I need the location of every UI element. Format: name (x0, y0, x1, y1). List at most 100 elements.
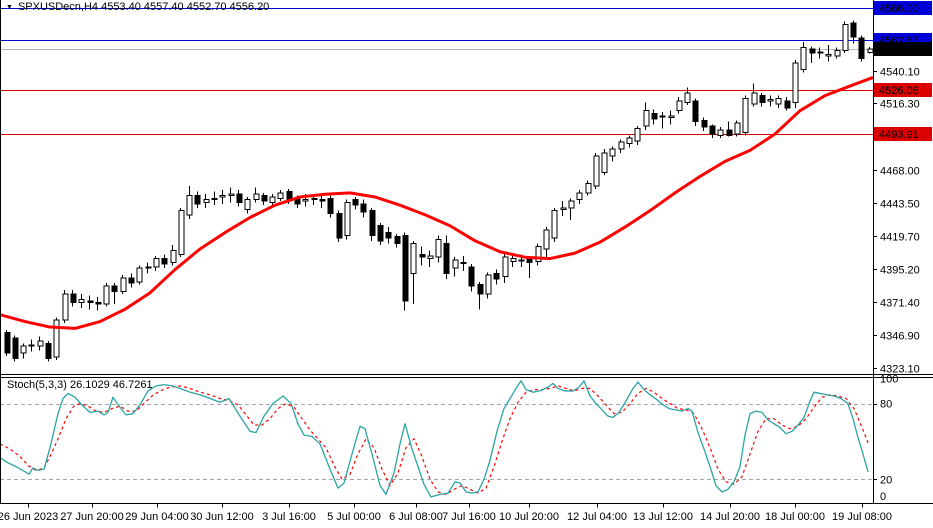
price-tick-label: 4443.50 (880, 199, 920, 211)
candle-bear (419, 253, 426, 258)
candle-bear (87, 300, 94, 303)
price-badge-label: 4493.91 (879, 129, 919, 141)
candle-bear (759, 95, 766, 103)
candle-bull (659, 115, 666, 118)
candle-bull (28, 344, 35, 347)
candle-bear (261, 195, 268, 202)
candle-bull (792, 62, 799, 103)
candle-bull (593, 155, 600, 187)
candle-bull (568, 200, 575, 209)
chart-frame (0, 0, 933, 504)
candle-bear (394, 236, 401, 245)
time-label: 6 Jul 08:00 (389, 511, 443, 523)
candle-bull (560, 207, 567, 210)
stoch-d-line (0, 385, 870, 496)
candle-bull (435, 238, 442, 258)
candle-bull (302, 199, 309, 202)
candle-bear (692, 100, 699, 123)
candle-bull (20, 345, 27, 354)
time-label: 3 Jul 16:00 (262, 511, 316, 523)
candle-bear (377, 225, 384, 242)
candle-bull (834, 49, 841, 57)
price-badge (874, 42, 932, 56)
price-tick-label: 4371.40 (880, 298, 920, 310)
ma-layer (0, 76, 874, 330)
candle-bear (95, 301, 102, 305)
candle-bear (468, 266, 475, 287)
candle-bear (194, 195, 201, 205)
time-label: 19 Jul 08:00 (832, 511, 892, 523)
time-label: 12 Jul 04:00 (567, 511, 627, 523)
candle-bear (319, 199, 326, 202)
price-tick-label: 4540.10 (880, 67, 920, 79)
price-tick-label: 4419.70 (880, 232, 920, 244)
candle-bear (709, 125, 716, 135)
candle-bull (626, 137, 633, 145)
time-label: 26 Jun 2023 (0, 511, 58, 523)
candle-bear (12, 337, 19, 360)
candle-bear (128, 277, 135, 284)
ma-line (0, 76, 874, 330)
stoch-k-line (0, 380, 869, 498)
candle-bull (120, 277, 127, 292)
candle-bear (161, 258, 168, 265)
candle-bull (170, 249, 177, 264)
candle-bull (668, 115, 675, 119)
candle-bull (717, 129, 724, 136)
candle-bull (269, 196, 276, 203)
price-axis[interactable]: 4540.10 4516.30 4468.00 4443.50 4419.70 4395.… (873, 1, 932, 503)
price-badge (874, 1, 932, 15)
stoch-layer (0, 380, 870, 498)
candle-bull (742, 97, 749, 134)
candle-bull (485, 274, 492, 295)
candle-bull (37, 340, 44, 347)
time-axis[interactable]: 26 Jun 2023 27 Jun 20:00 29 Jun 04:00 30 Ju… (0, 503, 892, 524)
candle-bear (70, 293, 77, 303)
candle-bull (643, 110, 650, 127)
chart-dropdown-icon[interactable]: ▼ (6, 3, 13, 11)
candle-bear (850, 22, 857, 38)
candle-bull (153, 258, 160, 268)
candle-bull (136, 267, 143, 283)
candle-bear (443, 243, 450, 275)
candle-bull (817, 51, 824, 54)
candle-bull (775, 97, 782, 105)
candle-bear (493, 273, 500, 280)
candle-bull (800, 47, 807, 71)
price-tick-label: 4395.20 (880, 265, 920, 277)
time-label: 5 Jul 00:00 (327, 511, 381, 523)
time-label: 10 Jul 20:00 (499, 511, 559, 523)
candle-bull (53, 319, 60, 358)
candle-bull (203, 199, 210, 203)
time-label: 18 Jul 00:00 (765, 511, 825, 523)
candle-bull (551, 210, 558, 239)
candle-bull (585, 182, 592, 194)
time-label: 13 Jul 12:00 (633, 511, 693, 523)
candle-bull (228, 193, 235, 197)
candle-bear (45, 342, 52, 360)
candle-bull (676, 100, 683, 112)
candle-bull (543, 229, 550, 250)
time-label: 30 Jun 12:00 (190, 511, 254, 523)
candle-bull (767, 99, 774, 102)
candle-bull (253, 193, 260, 201)
price-badge (874, 127, 932, 141)
candle-bear (327, 197, 334, 214)
time-label: 29 Jun 04:00 (125, 511, 189, 523)
level-lines (0, 8, 873, 135)
candle-bull (842, 23, 849, 51)
price-tick-label: 4516.30 (880, 99, 920, 111)
candle-bear (236, 193, 243, 203)
candle-bull (219, 195, 226, 198)
candle-bull (244, 199, 251, 210)
candle-bull (186, 195, 193, 216)
candle-bear (784, 100, 791, 109)
candle-bull (751, 92, 758, 105)
candle-bear (352, 199, 359, 206)
candle-bull (452, 259, 459, 269)
candle-bull (178, 210, 185, 255)
candle-bull (145, 266, 152, 269)
candle-bear (369, 210, 376, 236)
